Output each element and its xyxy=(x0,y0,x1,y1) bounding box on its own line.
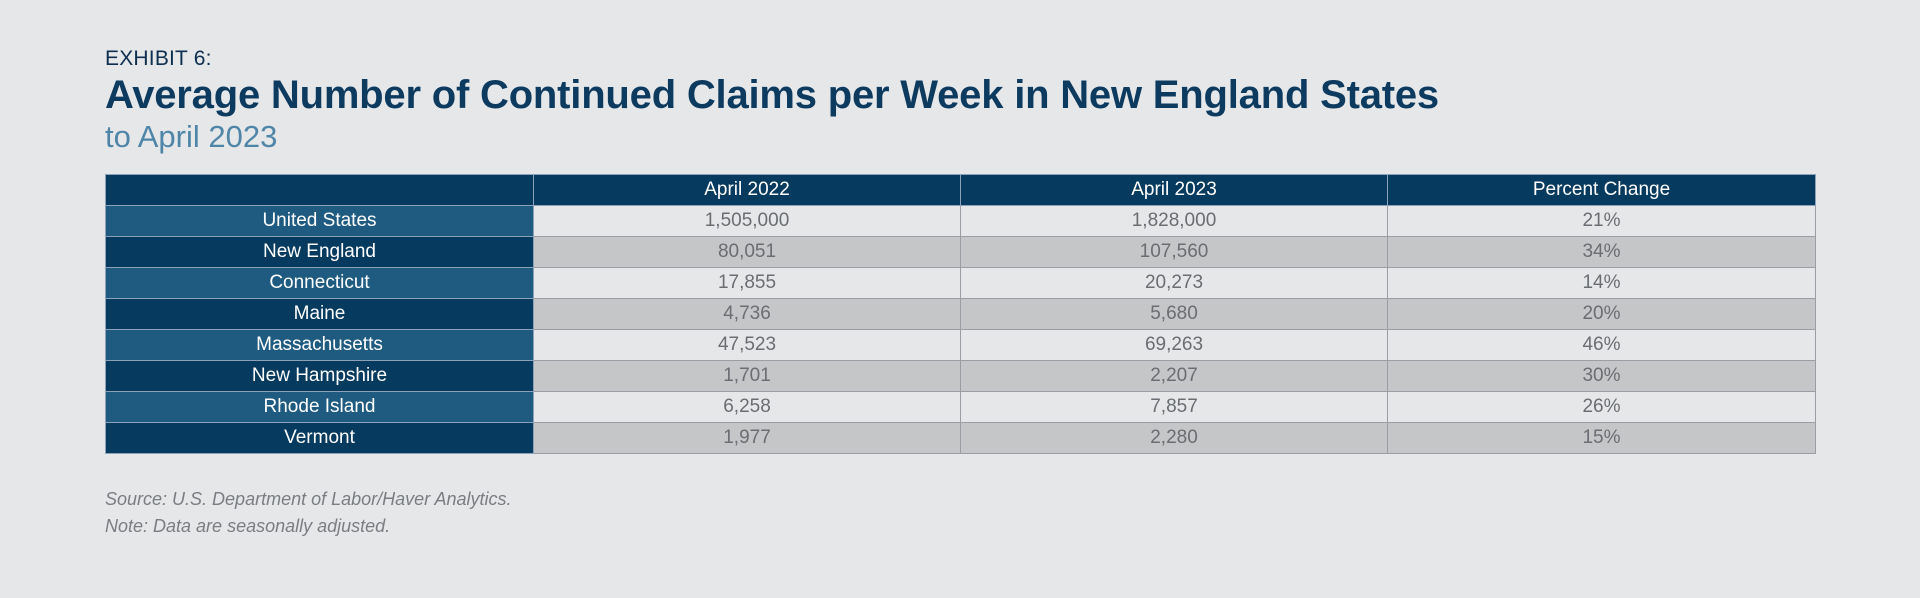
data-table: April 2022 April 2023 Percent Change Uni… xyxy=(105,174,1816,454)
value-april-2023-cell: 107,560 xyxy=(960,236,1388,268)
percent-change-cell: 46% xyxy=(1387,329,1816,361)
row-label-cell: Rhode Island xyxy=(105,391,534,423)
table-header-row: April 2022 April 2023 Percent Change xyxy=(105,174,1816,206)
row-label-cell: Maine xyxy=(105,298,534,330)
row-label-cell: New Hampshire xyxy=(105,360,534,392)
value-april-2022-cell: 47,523 xyxy=(533,329,961,361)
row-label-cell: Vermont xyxy=(105,422,534,454)
row-label-cell: United States xyxy=(105,205,534,237)
value-april-2022-cell: 1,505,000 xyxy=(533,205,961,237)
exhibit-header: EXHIBIT 6: Average Number of Continued C… xyxy=(105,46,1815,156)
header-cell-percent-change: Percent Change xyxy=(1387,174,1816,206)
value-april-2023-cell: 2,207 xyxy=(960,360,1388,392)
value-april-2023-cell: 7,857 xyxy=(960,391,1388,423)
table-row: New England 80,051 107,560 34% xyxy=(105,236,1816,268)
table-row: Maine 4,736 5,680 20% xyxy=(105,298,1816,330)
header-cell-corner xyxy=(105,174,534,206)
value-april-2023-cell: 2,280 xyxy=(960,422,1388,454)
table-row: Vermont 1,977 2,280 15% xyxy=(105,422,1816,454)
footnotes: Source: U.S. Department of Labor/Haver A… xyxy=(105,486,512,540)
percent-change-cell: 15% xyxy=(1387,422,1816,454)
table-row: Connecticut 17,855 20,273 14% xyxy=(105,267,1816,299)
header-cell-april-2022: April 2022 xyxy=(533,174,961,206)
table-row: Massachusetts 47,523 69,263 46% xyxy=(105,329,1816,361)
chart-subtitle: to April 2023 xyxy=(105,119,278,154)
exhibit-label: EXHIBIT 6: xyxy=(105,47,212,70)
value-april-2023-cell: 20,273 xyxy=(960,267,1388,299)
percent-change-cell: 21% xyxy=(1387,205,1816,237)
header-cell-april-2023: April 2023 xyxy=(960,174,1388,206)
source-note: Source: U.S. Department of Labor/Haver A… xyxy=(105,489,512,509)
value-april-2022-cell: 17,855 xyxy=(533,267,961,299)
value-april-2022-cell: 1,701 xyxy=(533,360,961,392)
value-april-2022-cell: 6,258 xyxy=(533,391,961,423)
table-row: New Hampshire 1,701 2,207 30% xyxy=(105,360,1816,392)
percent-change-cell: 26% xyxy=(1387,391,1816,423)
row-label-cell: New England xyxy=(105,236,534,268)
data-table-wrapper: April 2022 April 2023 Percent Change Uni… xyxy=(105,174,1816,454)
value-april-2022-cell: 1,977 xyxy=(533,422,961,454)
value-april-2022-cell: 4,736 xyxy=(533,298,961,330)
value-april-2023-cell: 5,680 xyxy=(960,298,1388,330)
value-april-2023-cell: 69,263 xyxy=(960,329,1388,361)
percent-change-cell: 30% xyxy=(1387,360,1816,392)
chart-title: Average Number of Continued Claims per W… xyxy=(105,73,1439,117)
percent-change-cell: 14% xyxy=(1387,267,1816,299)
percent-change-cell: 20% xyxy=(1387,298,1816,330)
row-label-cell: Connecticut xyxy=(105,267,534,299)
data-note: Note: Data are seasonally adjusted. xyxy=(105,516,391,536)
table-row: Rhode Island 6,258 7,857 26% xyxy=(105,391,1816,423)
row-label-cell: Massachusetts xyxy=(105,329,534,361)
table-row: United States 1,505,000 1,828,000 21% xyxy=(105,205,1816,237)
percent-change-cell: 34% xyxy=(1387,236,1816,268)
table-body: United States 1,505,000 1,828,000 21% New En… xyxy=(105,205,1816,454)
value-april-2023-cell: 1,828,000 xyxy=(960,205,1388,237)
value-april-2022-cell: 80,051 xyxy=(533,236,961,268)
